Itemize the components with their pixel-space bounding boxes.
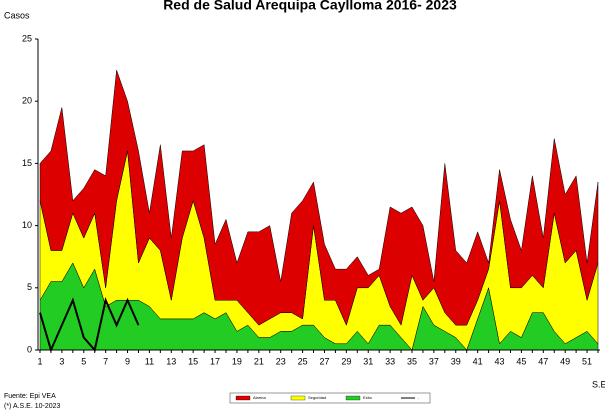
x-tick-label: 41 (473, 356, 483, 366)
legend-label: Exito (363, 395, 373, 400)
x-tick-label: 31 (363, 356, 373, 366)
x-tick-label: 33 (385, 356, 395, 366)
x-tick-label: 1 (37, 356, 42, 366)
x-tick-label: 13 (166, 356, 176, 366)
x-axis-label: S.E (592, 379, 605, 389)
legend-swatch (235, 395, 251, 401)
legend-swatch (345, 395, 361, 401)
x-tick-label: 43 (495, 356, 505, 366)
legend-label: - (418, 395, 420, 400)
legend-box (229, 392, 431, 404)
x-tick-label: 23 (276, 356, 286, 366)
area-alarma (39, 70, 599, 326)
x-tick-label: 49 (560, 356, 570, 366)
y-tick-label: 15 (22, 158, 32, 168)
x-tick-label: 27 (319, 356, 329, 366)
y-tick-label: 5 (27, 282, 32, 292)
x-tick-label: 25 (298, 356, 308, 366)
x-tick-label: 17 (210, 356, 220, 366)
y-tick-label: 25 (22, 33, 32, 43)
chart-title: Red de Salud Arequipa Caylloma 2016- 202… (163, 0, 457, 13)
y-tick-label: 0 (27, 344, 32, 354)
note: (*) A.S.E. 10-2023 (4, 403, 61, 410)
x-tick-label: 35 (407, 356, 417, 366)
y-tick-label: 20 (22, 96, 32, 106)
line (39, 297, 140, 353)
x-tick-label: 7 (103, 356, 108, 366)
x-tick-label: 21 (254, 356, 264, 366)
x-tick-label: 37 (429, 356, 439, 366)
x-tick-label: 11 (145, 356, 154, 366)
source: Fuente: Epi VEA (4, 393, 56, 400)
x-tick-label: 45 (516, 356, 526, 366)
y-axis-label: Casos (4, 10, 30, 20)
x-tick-label: 9 (125, 356, 130, 366)
x-tick-label: 5 (81, 356, 86, 366)
x-tick-label: 15 (188, 356, 198, 366)
legend-label: Seguridad (308, 395, 326, 400)
x-tick-label: 29 (341, 356, 351, 366)
x-tick-label: 3 (59, 356, 64, 366)
legend-label: Alarma (253, 395, 266, 400)
y-tick-label: 10 (22, 220, 32, 230)
x-tick-label: 51 (582, 356, 592, 366)
x-tick-label: 39 (451, 356, 461, 366)
legend-swatch (290, 395, 306, 401)
x-tick-label: 47 (538, 356, 548, 366)
x-tick-label: 19 (232, 356, 242, 366)
